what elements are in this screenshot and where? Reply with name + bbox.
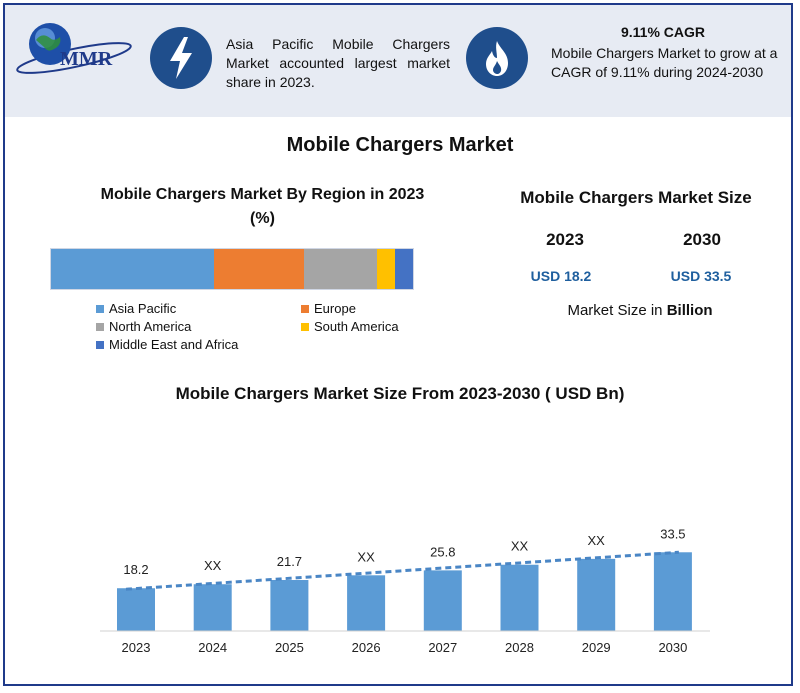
mmr-logo: MMR xyxy=(16,23,132,74)
market-size-unit-note: Market Size in Billion xyxy=(520,302,760,319)
legend-item: Middle East and Africa xyxy=(96,337,238,352)
legend-label: South America xyxy=(314,319,399,334)
data-label: XX xyxy=(511,539,529,554)
cagr-title: 9.11% CAGR xyxy=(620,24,706,40)
market-size-value-2023: USD 18.2 xyxy=(530,268,592,284)
x-tick-label: 2024 xyxy=(198,640,227,655)
bar-2029 xyxy=(577,558,616,631)
market-size-year-2030: 2030 xyxy=(683,230,721,249)
bar-2027 xyxy=(423,570,462,631)
legend-label: Asia Pacific xyxy=(109,301,177,316)
legend-item: South America xyxy=(301,319,399,334)
market-size-title: Mobile Chargers Market Size xyxy=(520,188,752,207)
x-tick-label: 2025 xyxy=(275,640,304,655)
bar-chart-title: Mobile Chargers Market Size From 2023-20… xyxy=(175,384,625,403)
legend-swatch xyxy=(96,322,104,331)
data-label: 25.8 xyxy=(430,544,455,559)
market-size-bar-chart: 18.2 2023 XX 2024 21.7 2025 XX 2026 25.8 2027 XX 20… xyxy=(100,526,710,655)
x-tick-label: 2030 xyxy=(658,640,687,655)
legend-label: Europe xyxy=(314,301,356,316)
legend-item: Europe xyxy=(301,301,356,316)
bar-2023 xyxy=(117,588,155,631)
region-segment-middle-east-and-africa xyxy=(394,249,413,289)
legend-swatch xyxy=(301,322,309,331)
legend-item: North America xyxy=(96,319,191,334)
region-segment-asia-pacific xyxy=(51,249,214,289)
main-title: Mobile Chargers Market xyxy=(286,134,514,156)
unit-note-prefix: Market Size in xyxy=(567,302,663,319)
logo-text: MMR xyxy=(60,48,113,70)
data-label: XX xyxy=(588,533,606,548)
x-tick-label: 2026 xyxy=(352,640,381,655)
x-tick-label: 2023 xyxy=(122,640,151,655)
legend-label: Middle East and Africa xyxy=(109,337,239,352)
x-tick-label: 2027 xyxy=(428,640,457,655)
market-size-value-2030: USD 33.5 xyxy=(670,268,732,284)
legend-swatch xyxy=(301,304,309,313)
data-label: 18.2 xyxy=(123,562,148,577)
header-band xyxy=(5,5,791,117)
bar-2026 xyxy=(347,575,386,631)
x-tick-label: 2028 xyxy=(505,640,534,655)
region-segment-europe xyxy=(213,249,305,289)
region-segment-north-america xyxy=(304,249,377,289)
data-label: XX xyxy=(357,549,375,564)
data-label: 21.7 xyxy=(277,554,302,569)
legend-label: North America xyxy=(109,319,192,334)
lightning-bolt-icon xyxy=(150,27,212,89)
data-label: XX xyxy=(204,558,222,573)
legend-swatch xyxy=(96,304,104,313)
legend-item: Asia Pacific xyxy=(96,301,176,316)
region-stacked-bar xyxy=(50,248,414,290)
region-chart-title: Mobile Chargers Market By Region in 2023… xyxy=(100,186,425,227)
trend-line xyxy=(125,550,680,591)
unit-note-unit: Billion xyxy=(666,302,713,319)
market-size-year-2023: 2023 xyxy=(546,230,584,249)
region-segment-south-america xyxy=(376,249,395,289)
data-label: 33.5 xyxy=(660,526,685,541)
legend-swatch xyxy=(96,340,104,349)
bar-2030 xyxy=(653,552,692,631)
bar-2024 xyxy=(193,584,232,631)
x-tick-label: 2029 xyxy=(582,640,611,655)
cagr-description: Mobile Chargers Market to grow at a CAGR… xyxy=(551,45,778,80)
asia-pacific-share-text: Asia Pacific Mobile Chargers Market acco… xyxy=(226,36,450,90)
bar-2028 xyxy=(500,564,539,631)
bar-2025 xyxy=(270,580,309,631)
page-border xyxy=(3,3,793,686)
flame-icon xyxy=(466,27,528,89)
